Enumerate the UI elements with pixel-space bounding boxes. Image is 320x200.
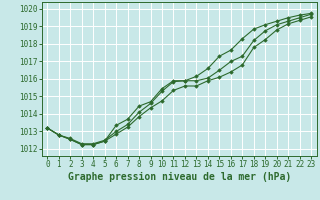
X-axis label: Graphe pression niveau de la mer (hPa): Graphe pression niveau de la mer (hPa) [68,172,291,182]
